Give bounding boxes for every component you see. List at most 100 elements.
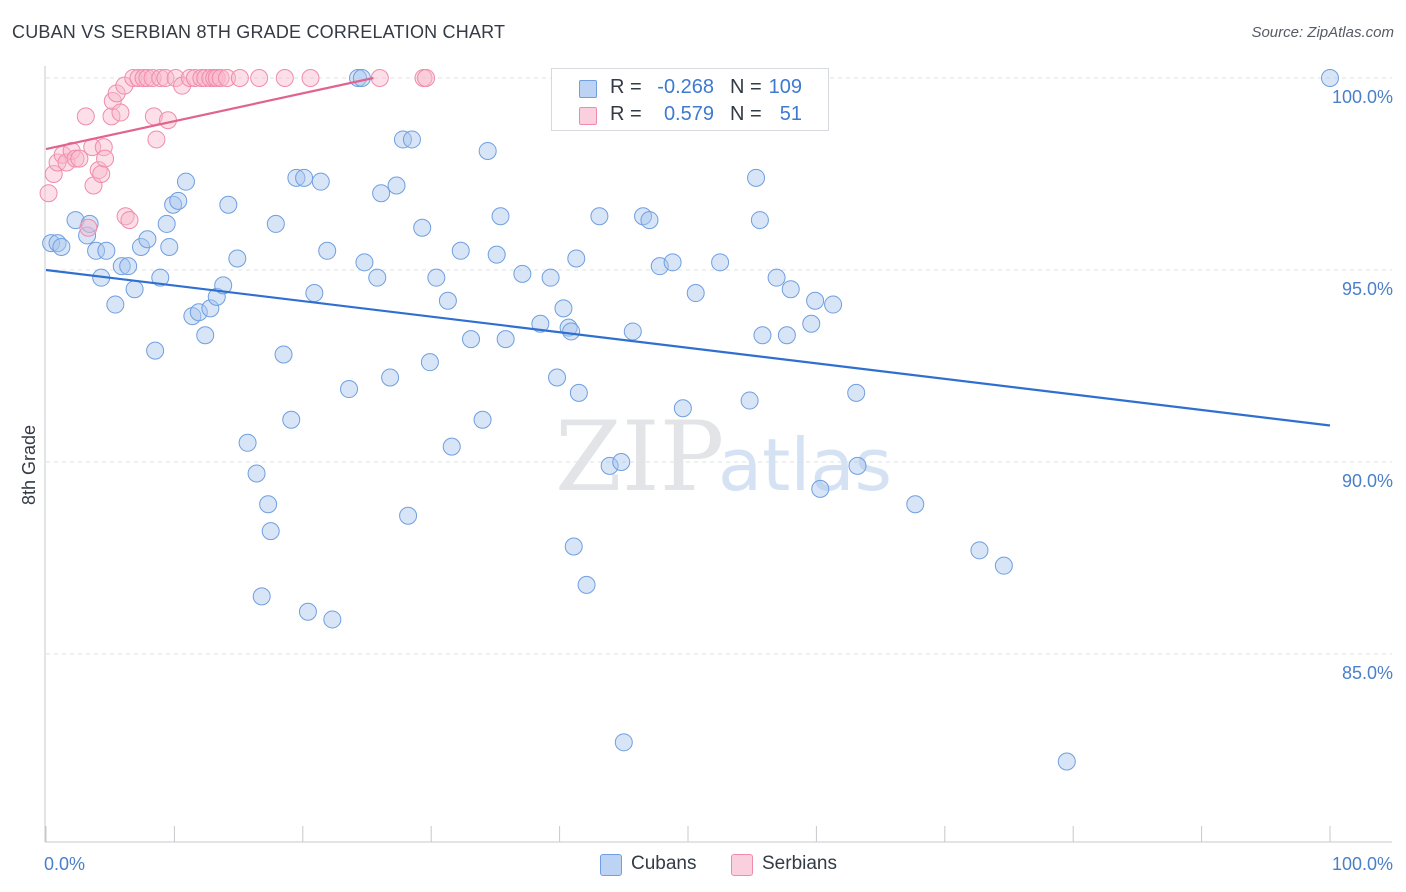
serbians-point [185,69,204,87]
cubans-point [355,253,374,272]
cubans-r-label: R = [610,76,642,98]
cubans-point [767,268,786,287]
serbians-point [39,184,58,203]
cubans-point [42,234,61,253]
cubans-point [119,257,138,276]
cubans-point [420,353,439,372]
serbians-point [115,76,134,95]
y-axis-label: 8th Grade [19,425,39,505]
serbians-point [211,69,230,87]
serbians-trendline [45,76,374,151]
cubans-point [740,391,759,410]
serbians-point [370,69,389,87]
cubans-point [686,284,705,303]
cubans-point [548,368,567,387]
cubans-point [554,299,573,318]
serbians-point [44,165,63,183]
cubans-point [848,456,867,475]
cubans-point [112,257,131,276]
cubans-point [824,295,843,314]
serbians-point [166,69,185,87]
legend-row-serbians: R = 0.579 N = 51 [552,100,828,128]
cubans-point [138,230,157,249]
serbians-point [102,107,121,126]
cubans-point [247,464,266,483]
cubans-point [259,495,278,514]
cubans-point [368,268,387,287]
cubans-point [994,556,1013,575]
serbians-r-value: 0.579 [663,103,714,125]
cubans-point [381,368,400,387]
cubans-point [413,218,432,237]
cubans-legend-label: Cubans [631,853,697,874]
correlation-legend: R = -0.268 N = 109 R = 0.579 N = 51 [551,68,829,131]
serbians-point [417,69,436,87]
watermark-atlas: atlas [718,423,892,507]
cubans-point [541,268,560,287]
cubans-point [125,280,144,299]
cubans-point [274,345,293,364]
legend-row-cubans: R = -0.268 N = 109 [552,73,828,101]
serbians-point [76,107,95,126]
serbians-point [111,103,130,122]
serbians-legend-swatch [731,854,753,876]
cubans-point [640,211,659,230]
cubans-point [711,253,730,272]
y-tick-label: 85.0% [1342,663,1393,683]
serbians-point [156,69,175,87]
cubans-point [750,211,769,230]
serbians-point [147,130,166,149]
serbians-point [124,69,143,87]
cubans-point [78,226,97,245]
cubans-point [207,287,226,306]
cubans-point [673,399,692,418]
x-tick-label: 0.0% [44,854,85,874]
cubans-point [340,380,359,399]
cubans-point [228,249,247,268]
cubans-points [42,69,1339,771]
serbians-point [250,69,269,87]
cubans-point [151,268,170,287]
cubans-point [399,506,418,525]
cubans-point [802,314,821,333]
serbians-swatch [579,107,597,125]
cubans-point [562,322,581,341]
cubans-point [777,326,796,345]
cubans-point [106,295,125,314]
cubans-point [451,241,470,260]
cubans-point [462,330,481,349]
cubans-point [1057,752,1076,771]
serbians-legend-label: Serbians [762,853,837,874]
serbians-r-label: R = [610,103,642,125]
cubans-legend-swatch [600,854,622,876]
cubans-point [87,241,106,260]
cubans-r-value: -0.268 [657,76,714,98]
axes [44,66,1392,843]
cubans-point [567,249,586,268]
cubans-point [473,410,492,429]
serbians-point [275,69,294,87]
serbians-point [218,69,237,87]
watermark: ZIP atlas [555,401,892,513]
serbians-points [39,69,436,237]
cubans-point [318,241,337,260]
cubans-point [305,284,324,303]
cubans-point [295,168,314,187]
serbians-point [79,218,98,237]
cubans-point [906,495,925,514]
cubans-point [298,602,317,621]
cubans-point [811,479,830,498]
cubans-point [569,383,588,402]
serbians-point [96,149,115,168]
cubans-point [201,299,220,318]
legend-item-serbians[interactable]: Serbians [731,851,861,877]
cubans-point [442,437,461,456]
cubans-point [590,207,609,226]
cubans-point [564,537,583,556]
cubans-point [663,253,682,272]
chart-title: CUBAN VS SERBIAN 8TH GRADE CORRELATION C… [12,22,506,42]
cubans-point [513,264,532,283]
cubans-point [970,541,989,560]
cubans-point [146,341,165,360]
legend-item-cubans[interactable]: Cubans [600,851,720,877]
